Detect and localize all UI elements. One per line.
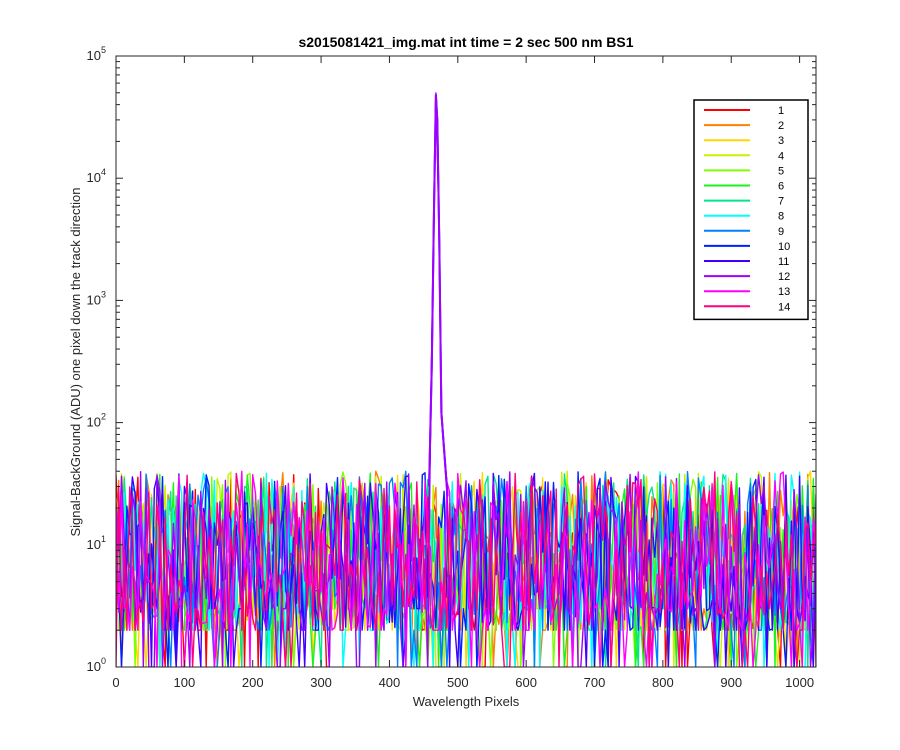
legend-label: 1: [778, 105, 784, 117]
legend-label: 11: [778, 256, 789, 268]
x-tick-label: 600: [515, 675, 537, 690]
y-tick-label: 102: [87, 412, 106, 430]
peak-line-12: [428, 94, 449, 497]
x-tick-label: 800: [652, 675, 674, 690]
legend-box: [693, 99, 809, 321]
chart-title: s2015081421_img.mat int time = 2 sec 500…: [298, 34, 634, 50]
legend-label: 5: [778, 165, 784, 177]
y-tick-label: 105: [87, 45, 106, 63]
x-tick-label: 400: [379, 675, 401, 690]
y-tick-label: 101: [87, 534, 106, 552]
legend-label: 2: [778, 120, 784, 132]
legend-label: 6: [778, 181, 784, 193]
series-line-14: [116, 471, 816, 667]
legend-label: 9: [778, 226, 784, 238]
legend-label: 10: [778, 241, 790, 253]
x-tick-label: 0: [112, 675, 119, 690]
legend-label: 13: [778, 286, 790, 298]
x-tick-label: 500: [447, 675, 469, 690]
y-axis-label: Signal-BackGround (ADU) one pixel down t…: [68, 187, 83, 537]
legend-label: 14: [778, 301, 790, 313]
x-tick-label: 1000: [785, 675, 814, 690]
x-tick-label: 200: [242, 675, 264, 690]
legend-label: 8: [778, 211, 784, 223]
legend-label: 4: [778, 150, 784, 162]
legend-label: 3: [778, 135, 784, 147]
legend-label: 12: [778, 271, 790, 283]
x-tick-label: 100: [174, 675, 196, 690]
plot-area-frame: [115, 55, 817, 668]
y-tick-label: 104: [87, 167, 106, 185]
series-layer: [116, 92, 816, 667]
x-tick-label: 900: [720, 675, 742, 690]
y-tick-label: 103: [87, 289, 106, 307]
x-tick-label: 300: [310, 675, 332, 690]
x-tick-label: 700: [584, 675, 606, 690]
legend-label: 7: [778, 196, 784, 208]
tick-layer: 0 100 200 300 400 500 600 700 800 900 100010010110…: [87, 45, 816, 690]
x-axis-label: Wavelength Pixels: [412, 694, 520, 709]
y-tick-label: 100: [87, 656, 106, 674]
